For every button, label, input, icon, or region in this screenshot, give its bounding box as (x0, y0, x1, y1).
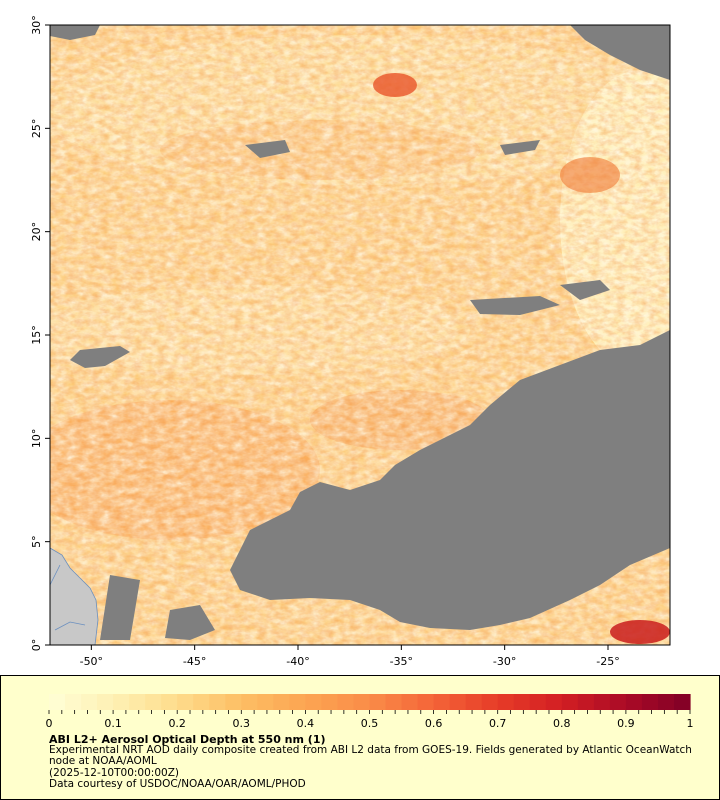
colorbar-tick-label: 0.2 (168, 717, 186, 730)
legend-credit: Data courtesy of USDOC/NOAA/OAR/AOML/PHO… (49, 778, 306, 790)
colorbar-cell (193, 694, 210, 710)
colorbar-cell (545, 694, 563, 710)
lat-tick-label: 15° (30, 325, 43, 345)
colorbar-cell (225, 694, 242, 710)
colorbar-cell (113, 694, 130, 710)
colorbar-cell (465, 694, 483, 710)
colorbar-tick-label: 0.9 (617, 717, 635, 730)
colorbar-cell (625, 694, 643, 710)
lat-tick-label: 25° (30, 119, 43, 139)
colorbar-cell (257, 694, 274, 710)
river (50, 564, 61, 586)
legend-date: (2025-12-10T00:00:00Z) (49, 767, 179, 779)
lon-tick-label: -30° (493, 655, 516, 668)
no-data-region (570, 25, 670, 80)
lat-tick-label: 10° (30, 429, 43, 449)
colorbar: 0 0.1 0.2 0.3 0.4 0.5 0.6 0.7 0.8 0.9 1 (46, 694, 694, 730)
colorbar-cell (481, 694, 499, 710)
colorbar-cell (49, 694, 66, 710)
colorbar-cell (273, 694, 290, 710)
colorbar-cell (241, 694, 258, 710)
colorbar-cell (385, 694, 403, 710)
aod-hotspot (560, 157, 620, 193)
legend-title: ABI L2+ Aerosol Optical Depth at 550 nm … (49, 733, 326, 746)
colorbar-tick-label: 0.1 (104, 717, 122, 730)
lat-tick-label: 5° (30, 535, 43, 548)
colorbar-cell (609, 694, 627, 710)
colorbar-tick-label: 0.6 (425, 717, 443, 730)
colorbar-cell (577, 694, 595, 710)
longitude-axis: -50° -45° -40° -35° -30° -25° (80, 645, 620, 668)
lon-tick-label: -25° (596, 655, 619, 668)
colorbar-cell (657, 694, 675, 710)
colorbar-tick-label: 1 (687, 717, 694, 730)
no-data-region (100, 575, 140, 640)
land-south-america (50, 547, 99, 645)
aod-hotspot (373, 73, 417, 97)
colorbar-cell (449, 694, 467, 710)
colorbar-tick-label: 0.7 (489, 717, 507, 730)
colorbar-cell (529, 694, 547, 710)
legend-panel: 0 0.1 0.2 0.3 0.4 0.5 0.6 0.7 0.8 0.9 1 ABI L2+ Ae… (0, 675, 720, 800)
colorbar-cell (401, 694, 419, 710)
colorbar-tick-label: 0.3 (233, 717, 251, 730)
no-data-region (230, 330, 670, 630)
colorbar-cell (353, 694, 371, 710)
colorbar-cell (337, 694, 355, 710)
lon-tick-label: -35° (390, 655, 413, 668)
colorbar-cell (369, 694, 387, 710)
colorbar-cell (673, 694, 691, 710)
colorbar-cell (513, 694, 531, 710)
colorbar-cell (593, 694, 611, 710)
colorbar-cell (305, 694, 323, 710)
no-data-region (560, 280, 610, 300)
latitude-axis: 0° 5° 10° 15° 20° 25° 30° (30, 15, 50, 651)
colorbar-cell (417, 694, 435, 710)
aod-hotspot (610, 620, 670, 644)
colorbar-cell (289, 694, 306, 710)
no-data-region (500, 140, 540, 155)
colorbar-tick-label: 0 (46, 717, 53, 730)
colorbar-tick-label: 0.8 (553, 717, 571, 730)
colorbar-cell (81, 694, 98, 710)
lon-tick-label: -45° (183, 655, 206, 668)
colorbar-cell (65, 694, 82, 710)
lat-tick-label: 0° (30, 639, 43, 652)
lat-tick-label: 20° (30, 222, 43, 242)
no-data-region (245, 140, 290, 158)
aod-map: 0° 5° 10° 15° 20° 25° 30° -50° -45° -40° -35° -30°… (30, 15, 671, 668)
river (54, 621, 86, 631)
colorbar-cell (321, 694, 339, 710)
no-data-region (50, 25, 100, 40)
colorbar-cell (177, 694, 194, 710)
colorbar-cell (561, 694, 579, 710)
no-data-region (70, 346, 130, 368)
colorbar-cell (433, 694, 451, 710)
lon-tick-label: -50° (80, 655, 103, 668)
colorbar-cell (161, 694, 178, 710)
colorbar-tick-label: 0.4 (297, 717, 315, 730)
no-data-region (470, 296, 560, 315)
colorbar-tick-label: 0.5 (361, 717, 379, 730)
colorbar-cell (145, 694, 162, 710)
colorbar-cell (97, 694, 114, 710)
legend-description: Experimental NRT AOD daily composite cre… (49, 744, 692, 767)
colorbar-cell (641, 694, 659, 710)
no-data-region (165, 605, 215, 640)
lat-tick-label: 30° (30, 15, 43, 35)
lon-tick-label: -40° (286, 655, 309, 668)
colorbar-cell (209, 694, 226, 710)
colorbar-cell (129, 694, 146, 710)
colorbar-cell (497, 694, 515, 710)
